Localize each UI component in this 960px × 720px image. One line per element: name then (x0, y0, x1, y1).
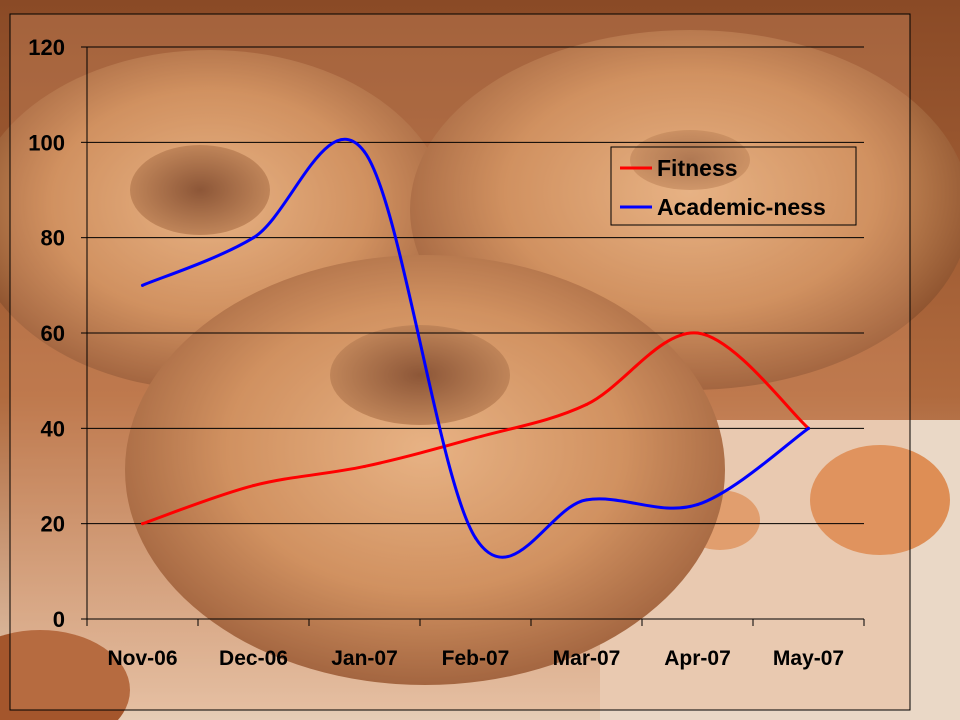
x-tick-label: Jan-07 (331, 647, 398, 670)
series-lines (141, 137, 810, 559)
data-point-fitness (585, 403, 588, 406)
grid-lines (81, 46, 864, 620)
y-tick-label: 120 (28, 35, 65, 60)
data-point-academic-ness (807, 426, 810, 430)
x-tick-labels: Nov-06 Dec-06 Jan-07 Feb-07 Mar-07 Apr-07 May-… (107, 647, 844, 670)
legend-label-fitness: Fitness (657, 155, 738, 181)
data-point-academic-ness (363, 150, 366, 154)
data-point-fitness (363, 464, 366, 468)
data-point-academic-ness (585, 498, 588, 502)
data-point-fitness (474, 436, 477, 440)
y-tick-labels: 0 20 40 60 80 100 120 (28, 35, 65, 632)
data-point-fitness (141, 522, 144, 526)
series-line-academic-ness (141, 137, 810, 559)
legend-box (610, 146, 857, 226)
data-point-fitness (252, 484, 255, 488)
data-point-academic-ness (252, 236, 255, 240)
legend-label-academic-ness: Academic-ness (657, 194, 826, 220)
y-tick-label: 100 (28, 130, 65, 155)
y-tick-label: 60 (41, 321, 65, 346)
x-tick-label: Nov-06 (107, 647, 177, 670)
y-tick-label: 80 (41, 226, 65, 251)
x-tick-label: Mar-07 (553, 647, 621, 670)
x-tick-label: Dec-06 (219, 647, 288, 670)
y-tick-label: 20 (41, 512, 65, 537)
legend: Fitness Academic-ness (610, 146, 857, 226)
data-point-fitness (696, 331, 699, 335)
y-tick-label: 0 (53, 607, 65, 632)
x-tick-label: Apr-07 (664, 647, 731, 670)
data-point-academic-ness (696, 503, 699, 507)
axes (86, 47, 865, 626)
y-tick-label: 40 (41, 416, 65, 441)
data-point-academic-ness (474, 536, 477, 540)
x-tick-label: May-07 (773, 647, 844, 670)
data-point-academic-ness (141, 283, 144, 287)
x-tick-label: Feb-07 (442, 647, 510, 670)
